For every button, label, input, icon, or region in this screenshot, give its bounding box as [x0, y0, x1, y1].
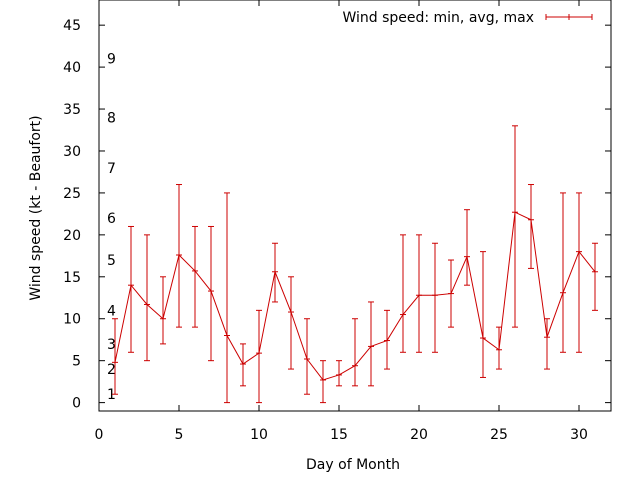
y-tick-label: 25: [63, 186, 81, 202]
beaufort-labels: 1 2 3 4 5 6 7 8 9: [107, 52, 116, 404]
y-tick-label: 35: [63, 102, 81, 118]
y-tick-label: 10: [63, 312, 81, 328]
y-tick-label: 30: [63, 144, 81, 160]
y-tick-label: 40: [63, 60, 81, 76]
y-tick-label: 5: [72, 354, 81, 370]
beaufort-label: 5: [107, 253, 116, 269]
legend-label: Wind speed: min, avg, max: [342, 10, 534, 26]
y-tick-label: 20: [63, 228, 81, 244]
y-tick-label: 15: [63, 270, 81, 286]
plot-frame: [98, 0, 612, 412]
x-axis-ticks: 0 5 10 15 20 25 30: [95, 0, 588, 443]
legend: Wind speed: min, avg, max: [342, 10, 593, 26]
beaufort-label: 3: [107, 337, 116, 353]
beaufort-label: 4: [107, 303, 116, 319]
beaufort-label: 1: [107, 387, 116, 403]
x-tick-label: 5: [175, 427, 184, 443]
x-axis-label: Day of Month: [306, 457, 400, 473]
beaufort-label: 9: [107, 52, 116, 68]
legend-key: [545, 14, 593, 20]
x-tick-label: 15: [330, 427, 348, 443]
x-tick-label: 20: [410, 427, 428, 443]
x-tick-label: 30: [570, 427, 588, 443]
beaufort-label: 7: [107, 161, 116, 177]
y-tick-label: 0: [72, 396, 81, 412]
x-tick-label: 10: [250, 427, 268, 443]
beaufort-label: 8: [107, 110, 116, 126]
x-tick-label: 25: [490, 427, 508, 443]
x-tick-label: 0: [95, 427, 104, 443]
beaufort-label: 2: [107, 362, 116, 378]
y-tick-label: 45: [63, 18, 81, 34]
beaufort-label: 6: [107, 211, 116, 227]
y-axis-label: Wind speed (kt - Beaufort): [28, 115, 44, 300]
wind-speed-series: [112, 125, 598, 404]
